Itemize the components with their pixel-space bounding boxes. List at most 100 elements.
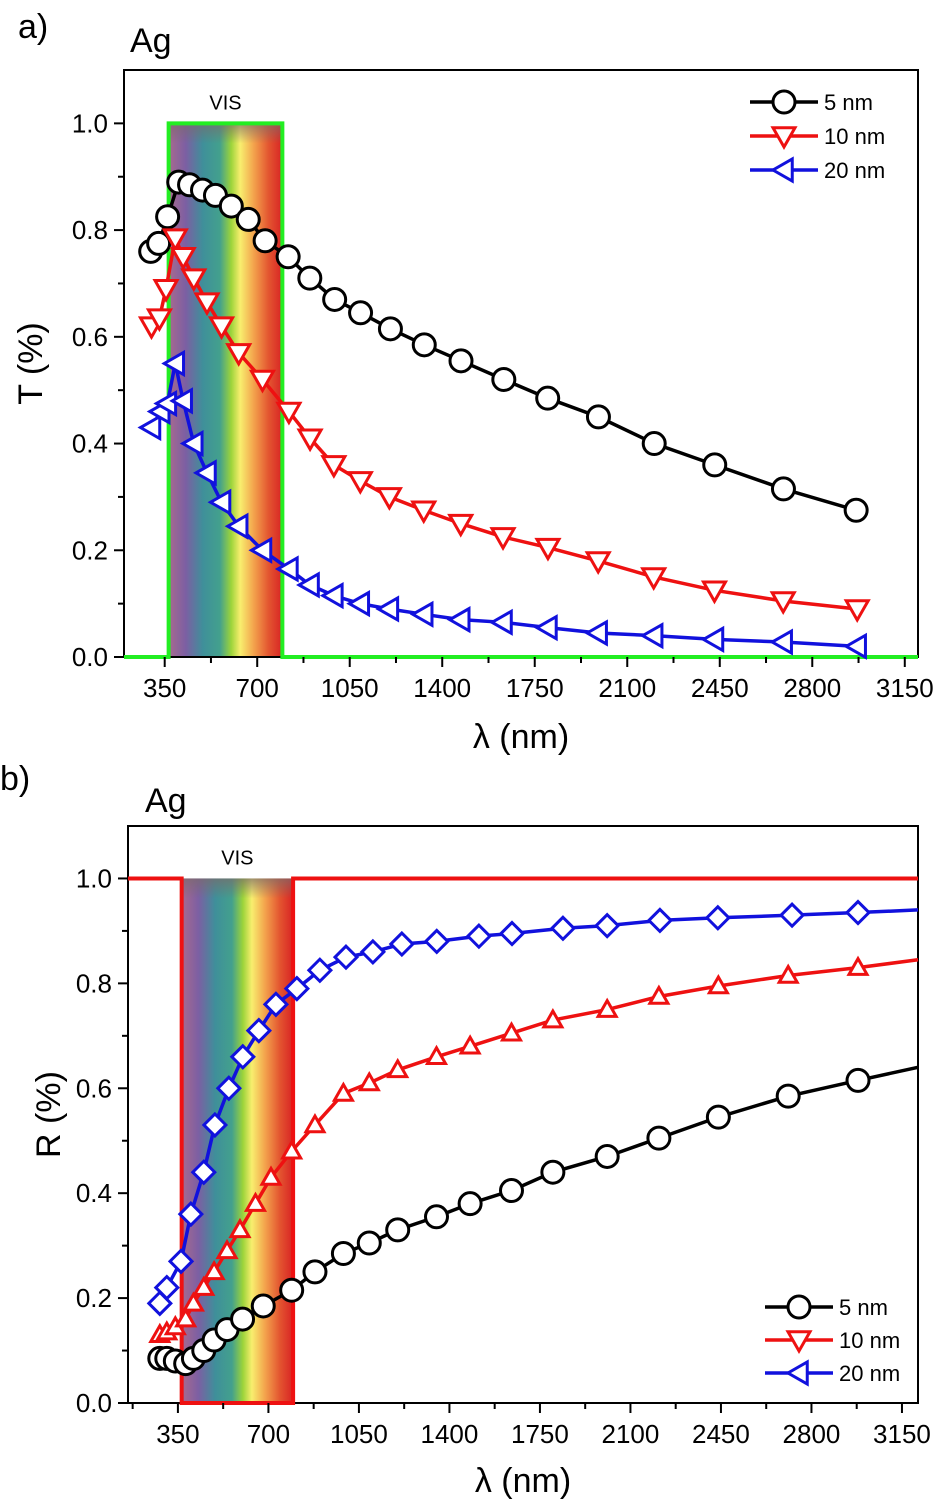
data-point [302,1259,328,1285]
legend-label: 10 nm [824,124,885,149]
data-point [152,279,180,303]
material-label: Ag [145,782,187,820]
data-point [303,1112,327,1134]
legend-label: 10 nm [839,1328,900,1353]
plot-frame [127,825,919,1404]
legend-label: 5 nm [839,1295,888,1320]
legend-item: 20 nm [765,1359,900,1387]
data-point [320,455,348,479]
data-point [409,600,434,628]
data-point [275,244,301,270]
data-point [769,628,793,656]
data-point [375,595,400,623]
data-point [283,975,310,1002]
data-point [248,536,273,564]
data-point [704,904,731,931]
data-point [775,1083,801,1109]
y-tick-label: 0.0 [76,1388,112,1418]
data-point [322,286,348,312]
y-tick-label: 0.8 [76,968,112,998]
data-point [639,622,664,650]
x-tick-label: 350 [156,1419,199,1449]
data-point [702,452,728,478]
legend-label: 20 nm [824,158,885,183]
vis-label: VIS [221,847,253,869]
data-point [252,228,278,254]
x-axis-title: λ (nm) [475,1462,571,1500]
data-point [843,599,871,623]
data-point [447,513,475,538]
y-tick-label: 0.2 [76,1283,112,1313]
data-point [465,923,493,950]
data-point [375,487,403,511]
data-point [181,1291,206,1312]
data-point [245,1017,272,1044]
legend-marker-icon [769,156,794,184]
data-point [167,1248,195,1275]
data-point [646,1125,672,1151]
legend-item: 5 nm [750,89,873,115]
y-tick-label: 0.6 [72,322,108,352]
data-point [218,193,244,219]
vis-label: VIS [209,92,241,114]
data-point [225,343,253,367]
y-tick-label: 0.0 [72,642,108,672]
legend-marker-icon [786,1294,812,1320]
data-point [359,938,387,966]
x-tick-label: 2800 [783,673,841,703]
data-point [700,625,725,653]
data-point [224,512,249,540]
data-point [155,204,181,230]
legend-item: 5 nm [765,1294,888,1320]
x-axis-title: λ (nm) [473,718,569,756]
panel-a-transmittance: a) Ag VIS 350 700 1050 1400 1750 2100 2450 2800… [12,8,934,756]
data-point [705,1104,731,1130]
data-point [595,997,619,1018]
panel-b-reflectance: b) Ag VIS 350 700 1050 1400 1750 2100 2450 2800… [0,760,931,1500]
data-point [594,1143,620,1169]
data-point [845,1067,871,1093]
data-point [215,1238,239,1260]
data-point [161,349,186,378]
data-point [177,1201,204,1228]
data-point [346,590,371,618]
data-point [457,1191,483,1217]
x-tick-label: 2450 [692,1419,750,1449]
x-tick-label: 1750 [506,673,564,703]
data-point [228,1217,252,1239]
data-point [769,591,797,615]
x-tick-label: 1050 [330,1419,388,1449]
data-point [174,1307,198,1328]
data-point [385,1217,411,1243]
data-point [377,316,403,342]
data-point [489,527,517,551]
y-axis-ticks: 0.0 0.2 0.4 0.6 0.8 1.0 [76,863,128,1418]
data-point [424,1204,450,1230]
data-point [499,1021,524,1042]
x-tick-label: 2100 [602,1419,660,1449]
data-point [498,1178,524,1204]
data-point [230,1306,256,1332]
data-point [348,300,374,326]
x-tick-label: 2800 [783,1419,841,1449]
series-layer [137,169,871,660]
x-tick-label: 3150 [873,1419,931,1449]
data-point [279,1277,305,1303]
data-point [259,1165,283,1186]
data-point [356,1230,382,1256]
legend-label: 20 nm [839,1361,900,1386]
data-point [585,404,611,430]
vis-outline [128,876,918,1405]
data-point [843,497,869,523]
data-point [535,385,561,411]
data-point [534,537,562,562]
data-point [844,899,872,926]
visible-spectrum-shade [168,123,283,144]
data-point [235,206,261,232]
x-tick-label: 1050 [321,673,379,703]
data-point [458,1034,482,1055]
data-point [846,955,870,976]
data-point [274,555,299,583]
visible-spectrum-shade [181,878,294,899]
data-point [297,265,323,291]
